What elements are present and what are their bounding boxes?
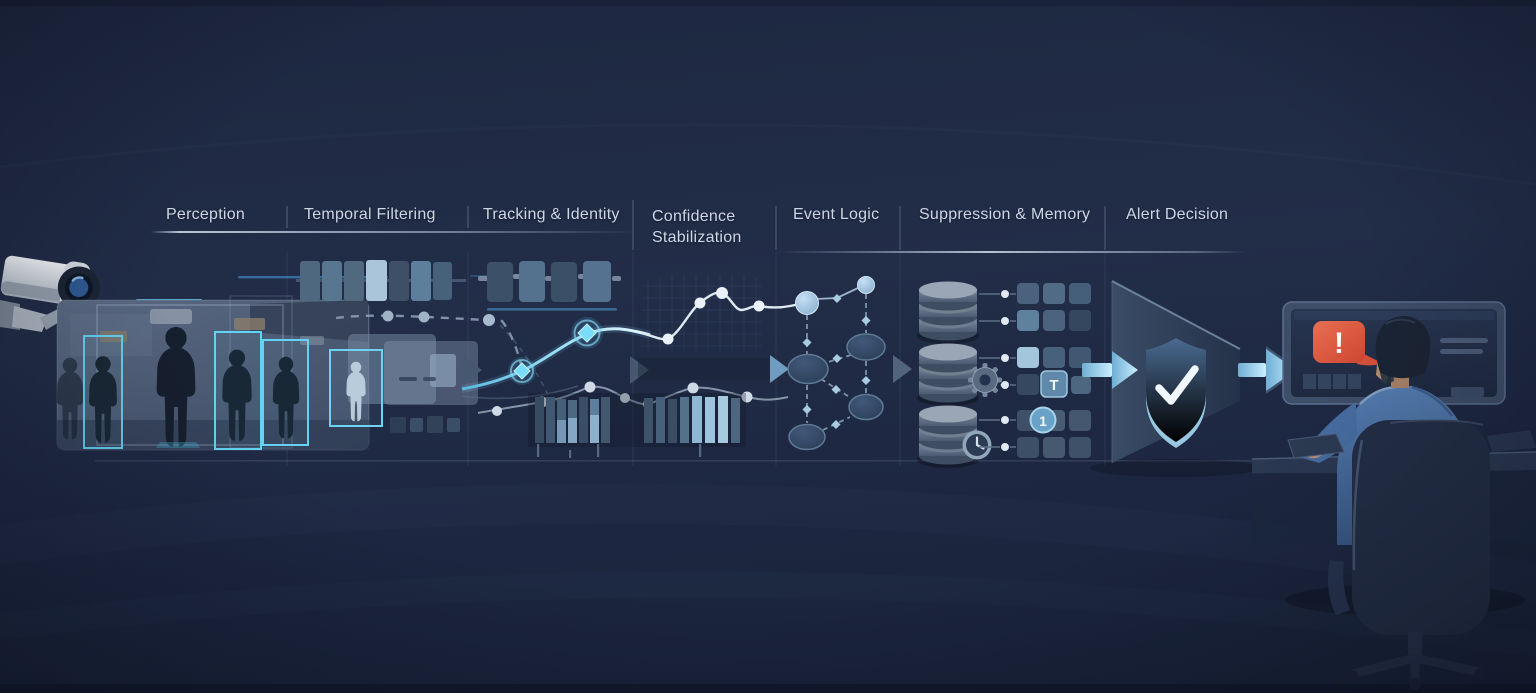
dashed-track-icon [335,310,549,396]
shield-check-icon [1146,338,1206,448]
alert-exclamation: ! [1334,327,1344,360]
graph-state-node [787,333,886,451]
film-strip-icon [478,261,621,302]
gear-icon [968,363,1002,397]
memory-count-badge [1029,406,1057,434]
office-chair [1328,419,1490,690]
keyboard-on-desk [1487,430,1536,452]
flow-arrow-icon [463,355,912,384]
graph-connector-diamond [802,294,871,429]
alert-decision-group [1082,280,1300,477]
memory-cell-T-label: T [1049,377,1058,394]
stage-label-confidence-stabilization: Confidence Stabilization [652,208,742,246]
operator-hair [1375,316,1431,379]
memory-connector [979,293,1016,448]
stage-label-perception: Perception [166,206,245,223]
stage-label-temporal-filtering: Temporal Filtering [304,206,436,223]
track-marker [571,317,603,349]
memory-cell-T [1040,370,1068,398]
cctv-camera-icon [0,255,100,332]
stage-label-event-logic: Event Logic [793,206,880,223]
track-curve-icon [461,317,652,400]
bar-chart-icon [528,393,746,458]
database-icon [917,405,979,468]
ghost-detection [329,349,383,427]
memory-connector-dot [1001,290,1009,451]
event-graph-icon [787,276,886,451]
stage-label-tracking-identity: Tracking & Identity [483,206,620,223]
memory-grid-icon: T 1 [1017,283,1091,458]
film-strip-icon [296,260,466,301]
memory-count-label: 1 [1039,413,1047,429]
chair-armrest [1328,560,1350,615]
graph-node [795,276,875,315]
tablet-on-desk [1287,433,1345,459]
perception-video-frame [56,295,370,451]
database-icon [917,281,979,344]
track-marker [508,357,536,385]
operator-scene: ! [1251,301,1536,690]
stage-label-alert-decision: Alert Decision [1126,206,1229,223]
bounding-box-icon [83,331,309,450]
screen-thumbnails [1303,374,1361,389]
temporal-ghost-frames [329,334,478,433]
screen-button [1451,387,1484,397]
confidence-curve-icon [642,276,801,352]
flow-arrow-icon [1082,351,1138,389]
suppression-memory-group: T 1 [917,281,1091,468]
clock-icon [962,430,992,460]
screen-text-lines [1440,338,1488,354]
database-icon [917,343,979,406]
stage-label-suppression-memory: Suppression & Memory [919,206,1091,223]
